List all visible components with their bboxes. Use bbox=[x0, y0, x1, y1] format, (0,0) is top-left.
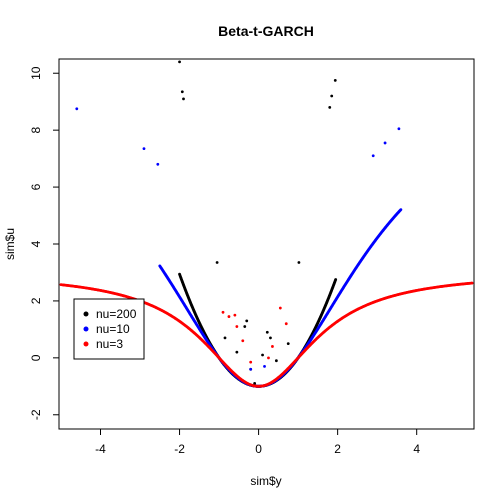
data-point bbox=[156, 162, 160, 166]
data-point bbox=[269, 336, 272, 340]
data-point bbox=[397, 127, 401, 131]
legend-label: nu=3 bbox=[96, 337, 123, 351]
legend-label: nu=200 bbox=[96, 307, 137, 321]
data-point bbox=[470, 281, 474, 285]
legend-marker bbox=[83, 311, 89, 317]
x-tick-label: 0 bbox=[255, 442, 262, 456]
data-point bbox=[271, 345, 274, 348]
data-point bbox=[265, 330, 269, 334]
y-tick-label: 8 bbox=[29, 126, 43, 133]
x-tick-label: 2 bbox=[334, 442, 341, 456]
data-point bbox=[267, 356, 270, 360]
legend-marker bbox=[83, 341, 89, 347]
y-tick-label: -2 bbox=[29, 409, 43, 420]
data-point bbox=[383, 141, 387, 145]
data-point bbox=[221, 310, 225, 314]
data-point bbox=[330, 94, 334, 98]
data-point bbox=[245, 319, 249, 323]
data-point bbox=[261, 353, 264, 357]
y-axis-label: sim$u bbox=[3, 228, 17, 260]
chart-title: Beta-t-GARCH bbox=[218, 23, 314, 39]
data-point bbox=[253, 382, 257, 385]
data-point bbox=[263, 364, 266, 368]
data-point bbox=[249, 367, 253, 371]
y-tick-label: 4 bbox=[29, 240, 43, 247]
legend-marker bbox=[83, 326, 89, 332]
x-tick-label: -2 bbox=[174, 442, 185, 456]
data-point bbox=[286, 342, 290, 346]
data-point bbox=[142, 147, 146, 151]
y-tick-label: 10 bbox=[29, 66, 43, 80]
data-point bbox=[75, 107, 79, 111]
x-tick-label: 4 bbox=[413, 442, 420, 456]
data-point bbox=[274, 359, 278, 363]
data-point bbox=[284, 322, 288, 326]
y-tick-label: 6 bbox=[29, 183, 43, 190]
data-point bbox=[235, 350, 239, 354]
data-point bbox=[235, 325, 239, 328]
data-point bbox=[178, 60, 181, 64]
data-point bbox=[297, 261, 301, 264]
points-layer bbox=[59, 60, 474, 388]
data-point bbox=[227, 315, 231, 318]
x-axis-label: sim$y bbox=[250, 474, 281, 488]
data-point bbox=[182, 97, 185, 101]
data-point bbox=[243, 325, 247, 328]
series-3 bbox=[59, 281, 474, 388]
data-point bbox=[278, 306, 282, 310]
data-point bbox=[215, 261, 219, 264]
y-axis: -2 0 2 4 6 8 10 bbox=[29, 66, 60, 420]
data-point bbox=[333, 78, 337, 82]
data-point bbox=[399, 208, 403, 211]
data-point bbox=[249, 360, 253, 364]
data-point bbox=[371, 154, 375, 158]
x-tick-label: -4 bbox=[95, 442, 106, 456]
y-tick-label: 0 bbox=[29, 354, 43, 361]
legend-label: nu=10 bbox=[96, 322, 130, 336]
data-point bbox=[180, 90, 184, 94]
data-point bbox=[334, 278, 338, 281]
data-point bbox=[328, 105, 332, 109]
data-point bbox=[223, 336, 227, 340]
y-tick-label: 2 bbox=[29, 297, 43, 304]
data-point bbox=[241, 339, 245, 343]
data-point bbox=[233, 313, 237, 317]
plot-frame bbox=[58, 58, 475, 430]
x-axis: -4 -2 0 2 4 bbox=[95, 428, 420, 456]
